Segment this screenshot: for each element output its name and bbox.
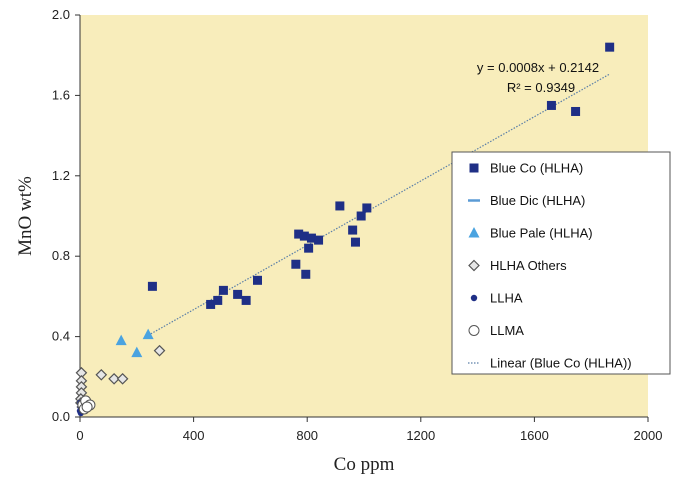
data-point xyxy=(335,201,345,211)
legend-symbol xyxy=(470,294,478,302)
data-point xyxy=(356,211,366,221)
data-point xyxy=(81,401,93,413)
data-point xyxy=(153,344,166,357)
trend-r-squared: R² = 0.9349 xyxy=(507,80,575,95)
y-axis-title: MnO wt% xyxy=(15,176,36,256)
axes xyxy=(75,14,649,422)
data-point xyxy=(348,225,358,235)
y-tick-label: 0.4 xyxy=(52,329,70,344)
legend-symbol xyxy=(468,259,480,272)
data-point xyxy=(131,346,143,358)
trend-equation: y = 0.0008x + 0.2142 xyxy=(477,60,599,75)
data-point xyxy=(294,229,304,239)
legend-label: LLHA xyxy=(490,291,523,306)
x-tick-label: 1200 xyxy=(406,428,435,443)
y-tick-label: 2.0 xyxy=(52,7,70,22)
x-tick-label: 1600 xyxy=(520,428,549,443)
data-point xyxy=(233,289,243,299)
data-point xyxy=(299,231,309,241)
data-point xyxy=(571,106,581,116)
data-point xyxy=(95,368,108,381)
data-point xyxy=(116,372,129,385)
legend-label: Blue Pale (HLHA) xyxy=(490,226,593,241)
legend-box xyxy=(451,151,671,375)
data-point xyxy=(241,295,251,305)
data-point xyxy=(301,269,311,279)
data-points xyxy=(75,42,615,417)
data-point xyxy=(142,328,154,340)
x-tick-label: 0 xyxy=(76,428,83,443)
legend-label: Linear (Blue Co (HLHA)) xyxy=(490,356,632,371)
y-tick-label: 0.8 xyxy=(52,248,70,263)
legend-symbol xyxy=(469,163,479,173)
y-tick-label: 1.6 xyxy=(52,87,70,102)
x-tick-label: 2000 xyxy=(634,428,663,443)
data-point xyxy=(108,372,120,385)
data-point xyxy=(115,334,127,346)
x-tick-label: 800 xyxy=(296,428,318,443)
x-axis-title: Co ppm xyxy=(334,454,395,475)
data-point xyxy=(605,42,615,52)
data-point xyxy=(206,299,216,309)
legend: Blue Co (HLHA) Blue Dic (HLHA) Blue Pale (… xyxy=(451,151,671,375)
data-point xyxy=(362,203,372,213)
legend-label: Blue Co (HLHA) xyxy=(490,161,583,176)
data-point xyxy=(304,243,314,253)
data-point xyxy=(350,237,360,247)
data-point xyxy=(253,275,262,285)
data-point xyxy=(306,233,316,243)
data-point xyxy=(546,100,556,110)
legend-label: HLHA Others xyxy=(490,258,567,273)
legend-items: Blue Co (HLHA) Blue Dic (HLHA) Blue Pale (… xyxy=(468,161,632,371)
x-tick-label: 400 xyxy=(183,428,205,443)
tick-labels: 0 400 800 1200 1600 2000 0.0 0.4 0.8 1.2 1.6 2.0 xyxy=(52,7,663,443)
y-tick-label: 1.2 xyxy=(52,168,70,183)
data-point xyxy=(314,235,324,245)
legend-label: Blue Dic (HLHA) xyxy=(490,193,585,208)
data-point xyxy=(291,259,301,269)
y-tick-label: 0.0 xyxy=(52,409,70,424)
data-point xyxy=(218,285,228,295)
legend-symbol xyxy=(468,325,480,336)
data-point xyxy=(147,281,157,291)
data-point xyxy=(213,295,223,305)
legend-symbol xyxy=(468,227,480,238)
legend-label: LLMA xyxy=(490,323,524,338)
